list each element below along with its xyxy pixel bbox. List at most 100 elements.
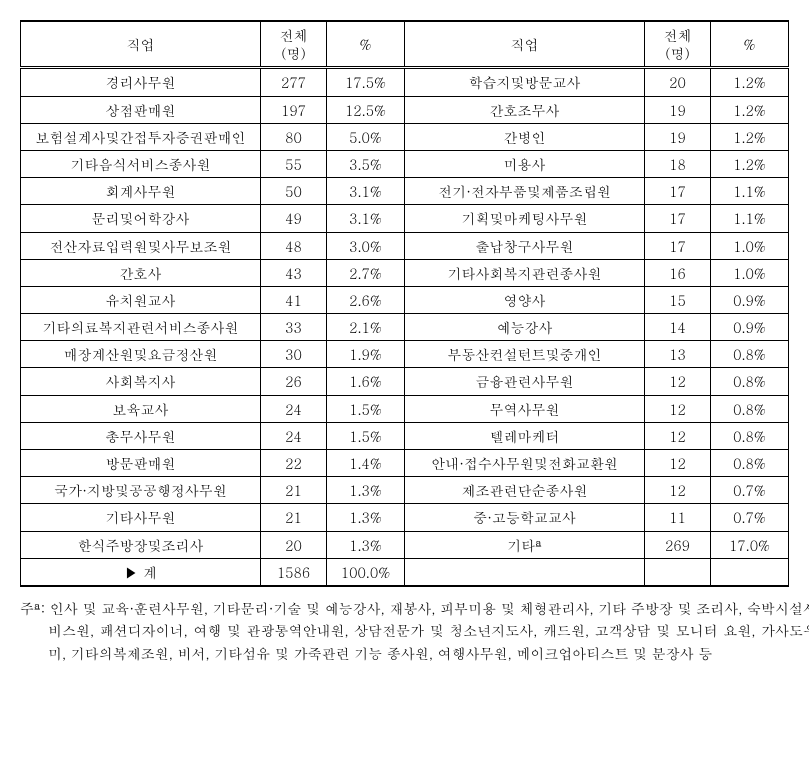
l-pct-cell: 17.5% — [327, 68, 405, 96]
table-row: 방문판매원221.4%안내·접수사무원및전화교환원120.8% — [21, 450, 789, 477]
r-pct-cell: 0.8% — [711, 341, 789, 368]
table-row: 상점판매원19712.5%간호조무사191.2% — [21, 96, 789, 123]
l-pct-cell: 12.5% — [327, 96, 405, 123]
r-count-cell: 12 — [645, 395, 711, 422]
l-pct-cell: 2.6% — [327, 286, 405, 313]
l-count-cell: 24 — [261, 395, 327, 422]
header-count-left: 전체 (명) — [261, 21, 327, 68]
l-count-cell: 197 — [261, 96, 327, 123]
header-count-right: 전체 (명) — [645, 21, 711, 68]
total-empty-count — [645, 558, 711, 586]
total-empty-pct — [711, 558, 789, 586]
table-row: 간호사432.7%기타사회복지관련종사원161.0% — [21, 259, 789, 286]
occupation-table: 직업 전체 (명) % 직업 전체 (명) % 경리사무원27717.5%학습지… — [20, 20, 789, 587]
l-pct-cell: 2.1% — [327, 314, 405, 341]
r-pct-cell: 1.2% — [711, 123, 789, 150]
r-pct-cell: 0.8% — [711, 450, 789, 477]
r-pct-cell: 0.9% — [711, 314, 789, 341]
r-count-cell: 12 — [645, 422, 711, 449]
l-count-cell: 277 — [261, 68, 327, 96]
l-count-cell: 80 — [261, 123, 327, 150]
l-count-cell: 49 — [261, 205, 327, 232]
r-job-cell: 기획및마케팅사무원 — [405, 205, 645, 232]
table-row: 경리사무원27717.5%학습지및방문교사201.2% — [21, 68, 789, 96]
l-pct-cell: 1.3% — [327, 531, 405, 558]
table-row: 매장계산원및요금정산원301.9%부동산컨설턴트및중개인130.8% — [21, 341, 789, 368]
table-row: 유치원교사412.6%영양사150.9% — [21, 286, 789, 313]
header-job-left: 직업 — [21, 21, 261, 68]
l-count-cell: 21 — [261, 477, 327, 504]
l-job-cell: 전산자료입력원및사무보조원 — [21, 232, 261, 259]
footnote-label: 주ª: — [20, 598, 45, 618]
table-row: 기타사무원211.3%중·고등학교교사110.7% — [21, 504, 789, 531]
header-pct-left: % — [327, 21, 405, 68]
footnote: 주ª: 인사 및 교육·훈련사무원, 기타문리·기술 및 예능강사, 재봉사, … — [20, 597, 809, 664]
table-row: 보험설계사및간접투자증권판매인805.0%간병인191.2% — [21, 123, 789, 150]
total-count: 1586 — [261, 558, 327, 586]
l-count-cell: 20 — [261, 531, 327, 558]
l-job-cell: 보험설계사및간접투자증권판매인 — [21, 123, 261, 150]
r-job-cell: 부동산컨설턴트및중개인 — [405, 341, 645, 368]
l-pct-cell: 1.9% — [327, 341, 405, 368]
r-job-cell: 기타ª — [405, 531, 645, 558]
table-row: 한식주방장및조리사201.3%기타ª26917.0% — [21, 531, 789, 558]
r-count-cell: 14 — [645, 314, 711, 341]
r-pct-cell: 1.1% — [711, 205, 789, 232]
l-pct-cell: 3.1% — [327, 205, 405, 232]
l-job-cell: 총무사무원 — [21, 422, 261, 449]
r-count-cell: 12 — [645, 477, 711, 504]
l-pct-cell: 1.5% — [327, 422, 405, 449]
r-job-cell: 금융관련사무원 — [405, 368, 645, 395]
l-pct-cell: 3.0% — [327, 232, 405, 259]
r-pct-cell: 1.0% — [711, 232, 789, 259]
l-count-cell: 24 — [261, 422, 327, 449]
header-job-right: 직업 — [405, 21, 645, 68]
r-count-cell: 269 — [645, 531, 711, 558]
l-pct-cell: 1.4% — [327, 450, 405, 477]
r-pct-cell: 0.7% — [711, 477, 789, 504]
l-job-cell: 기타음식서비스종사원 — [21, 150, 261, 177]
table-row: 보육교사241.5%무역사무원120.8% — [21, 395, 789, 422]
table-row: 문리및어학강사493.1%기획및마케팅사무원171.1% — [21, 205, 789, 232]
header-pct-right: % — [711, 21, 789, 68]
l-count-cell: 30 — [261, 341, 327, 368]
r-pct-cell: 0.7% — [711, 504, 789, 531]
l-job-cell: 사회복지사 — [21, 368, 261, 395]
l-pct-cell: 1.5% — [327, 395, 405, 422]
r-count-cell: 17 — [645, 178, 711, 205]
r-job-cell: 기타사회복지관련종사원 — [405, 259, 645, 286]
r-pct-cell: 0.8% — [711, 422, 789, 449]
r-job-cell: 미용사 — [405, 150, 645, 177]
r-pct-cell: 1.2% — [711, 96, 789, 123]
r-job-cell: 안내·접수사무원및전화교환원 — [405, 450, 645, 477]
l-job-cell: 기타의료복지관련서비스종사원 — [21, 314, 261, 341]
r-count-cell: 20 — [645, 68, 711, 96]
r-pct-cell: 1.2% — [711, 68, 789, 96]
r-count-cell: 12 — [645, 368, 711, 395]
l-count-cell: 22 — [261, 450, 327, 477]
table-row: 사회복지사261.6%금융관련사무원120.8% — [21, 368, 789, 395]
r-pct-cell: 17.0% — [711, 531, 789, 558]
r-pct-cell: 0.8% — [711, 368, 789, 395]
l-pct-cell: 1.6% — [327, 368, 405, 395]
r-count-cell: 11 — [645, 504, 711, 531]
l-job-cell: 국가·지방및공공행정사무원 — [21, 477, 261, 504]
total-row: ▶ 계1586100.0% — [21, 558, 789, 586]
l-job-cell: 회계사무원 — [21, 178, 261, 205]
table-row: 전산자료입력원및사무보조원483.0%출납창구사무원171.0% — [21, 232, 789, 259]
l-job-cell: 기타사무원 — [21, 504, 261, 531]
r-count-cell: 18 — [645, 150, 711, 177]
l-job-cell: 유치원교사 — [21, 286, 261, 313]
r-count-cell: 13 — [645, 341, 711, 368]
r-job-cell: 예능강사 — [405, 314, 645, 341]
r-count-cell: 12 — [645, 450, 711, 477]
r-job-cell: 전기·전자부품및제품조립원 — [405, 178, 645, 205]
total-label: ▶ 계 — [21, 558, 261, 586]
l-pct-cell: 2.7% — [327, 259, 405, 286]
table-row: 기타의료복지관련서비스종사원332.1%예능강사140.9% — [21, 314, 789, 341]
r-job-cell: 제조관련단순종사원 — [405, 477, 645, 504]
r-job-cell: 영양사 — [405, 286, 645, 313]
r-count-cell: 16 — [645, 259, 711, 286]
r-count-cell: 17 — [645, 232, 711, 259]
l-count-cell: 26 — [261, 368, 327, 395]
